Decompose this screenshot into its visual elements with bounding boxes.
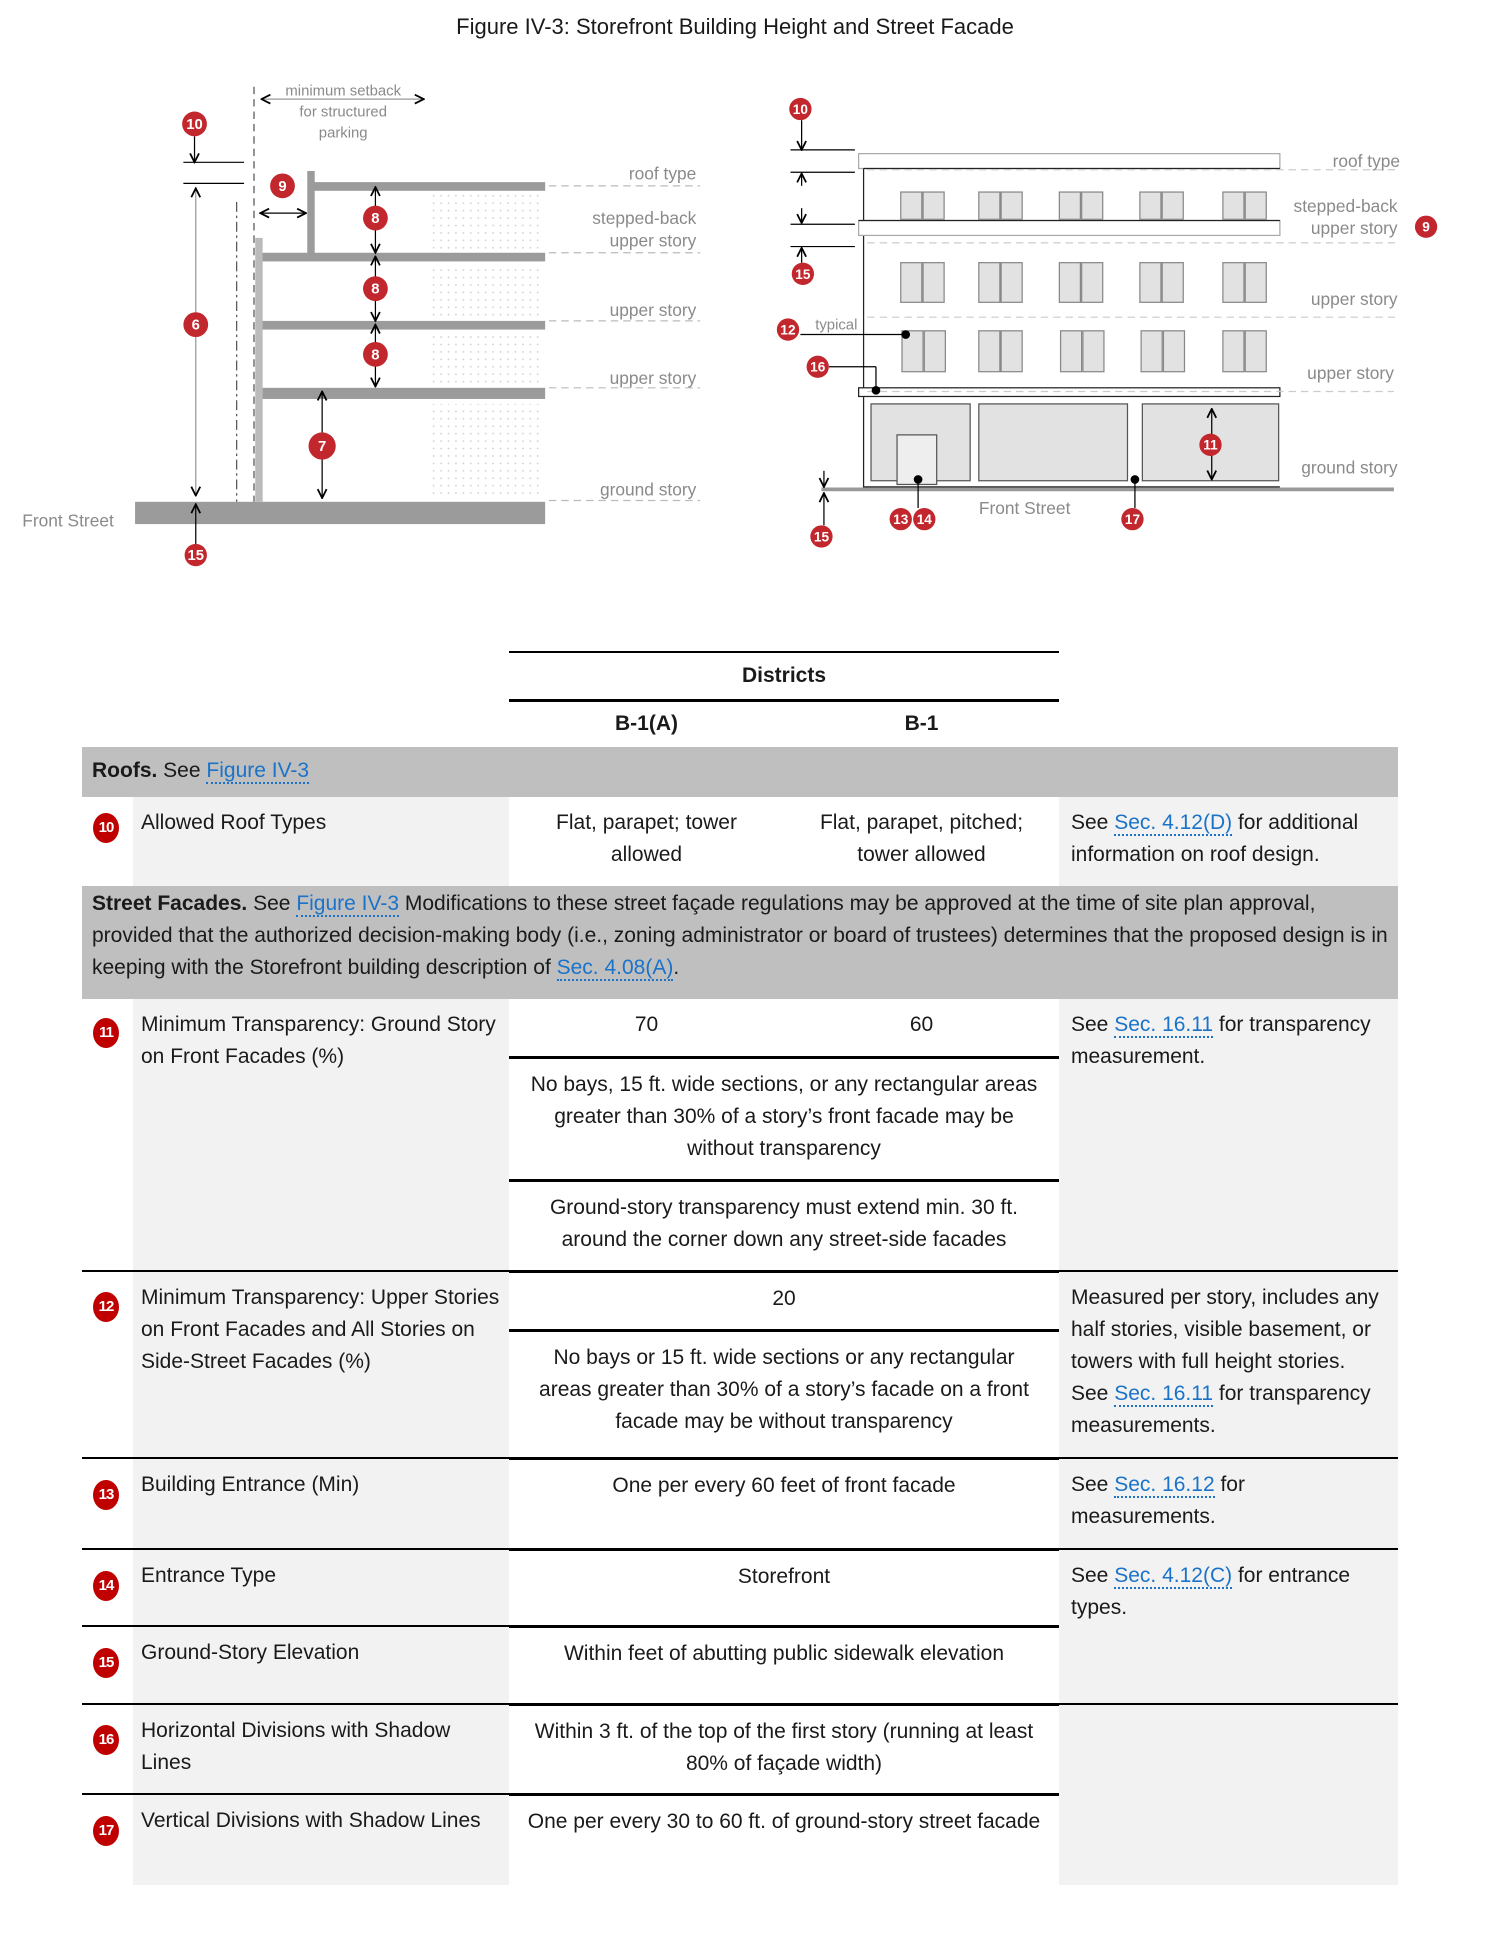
badge-16: 16 — [93, 1725, 119, 1755]
badge-10: 10 — [793, 102, 809, 117]
row-note: See Sec. 16.12 for measurements. — [1059, 1459, 1398, 1549]
row-note: See Sec. 4.12(C) for entrance types. — [1059, 1550, 1398, 1704]
badge-8: 8 — [371, 347, 379, 363]
figure-diagram: roof type stepped-back upper story upper… — [22, 83, 1438, 567]
column-b1: B-1 — [904, 712, 939, 735]
badge-16: 16 — [810, 360, 826, 375]
badge-15: 15 — [795, 267, 811, 282]
value-both: One per every 30 to 60 ft. of ground-sto… — [527, 1810, 1041, 1833]
value-b1: 60 — [909, 1013, 934, 1036]
badge-15: 15 — [814, 529, 830, 544]
section-link[interactable]: Sec. 4.12(D) — [1114, 811, 1233, 836]
row-note-empty — [1059, 1705, 1398, 1885]
badge-8: 8 — [371, 211, 379, 227]
svg-text:typical: typical — [815, 318, 857, 334]
svg-text:for structured: for structured — [299, 104, 387, 120]
svg-text:upper story: upper story — [610, 231, 697, 251]
svg-text:parking: parking — [319, 126, 368, 142]
elevation-diagram: roof type stepped-back upper story upper… — [776, 97, 1438, 548]
badge-15: 15 — [93, 1648, 119, 1678]
street-facades-section-header: Street Facades. See Figure IV-3 Modifica… — [82, 886, 1398, 999]
row-label: Allowed Roof Types — [133, 797, 509, 886]
value-both: 20 — [772, 1287, 796, 1310]
value-detail: No bays, 15 ft. wide sections, or any re… — [530, 1073, 1038, 1160]
badge-11: 11 — [93, 1018, 119, 1048]
ground-slab — [135, 501, 546, 525]
row-label: Entrance Type — [133, 1550, 509, 1626]
value-both: Within feet of abutting public sidewalk … — [563, 1642, 1005, 1665]
value-detail: Ground-story transparency must extend mi… — [549, 1196, 1019, 1251]
row-note: See Sec. 4.12(D) for additional informat… — [1059, 797, 1398, 886]
svg-text:upper story: upper story — [1311, 218, 1398, 238]
svg-text:ground story: ground story — [600, 480, 697, 500]
row-label: Ground-Story Elevation — [133, 1627, 509, 1704]
badge-17: 17 — [93, 1816, 119, 1846]
value-b1a: 70 — [634, 1013, 659, 1036]
figure-link[interactable]: Figure IV-3 — [296, 892, 400, 917]
badge-6: 6 — [192, 318, 200, 334]
badge-15: 15 — [187, 548, 204, 564]
section-link[interactable]: Sec. 16.11 — [1114, 1013, 1214, 1038]
row-label: Vertical Divisions with Shadow Lines — [133, 1795, 509, 1885]
section-title: Roofs. — [92, 759, 158, 782]
value-detail: No bays or 15 ft. wide sections or any r… — [539, 1346, 1029, 1433]
section-link[interactable]: Sec. 4.12(C) — [1114, 1564, 1233, 1589]
districts-header: Districts — [741, 664, 827, 687]
badge-12: 12 — [780, 323, 796, 338]
badge-10: 10 — [93, 813, 119, 843]
badge-9: 9 — [1422, 220, 1430, 235]
svg-text:upper story: upper story — [1307, 363, 1394, 383]
svg-text:stepped-back: stepped-back — [1294, 196, 1398, 216]
badge-17: 17 — [1125, 512, 1140, 527]
value-both: Within 3 ft. of the top of the first sto… — [534, 1720, 1034, 1775]
row-label: Minimum Transparency: Upper Stories on F… — [133, 1272, 509, 1458]
section-link[interactable]: Sec. 16.12 — [1114, 1473, 1215, 1498]
svg-text:upper story: upper story — [610, 368, 697, 388]
value-both: Storefront — [737, 1565, 831, 1588]
badge-8: 8 — [371, 282, 379, 298]
badge-10: 10 — [186, 117, 203, 133]
svg-text:Front Street: Front Street — [22, 511, 114, 531]
see-text: See — [163, 759, 201, 782]
row-label: Building Entrance (Min) — [133, 1459, 509, 1549]
svg-text:Front Street: Front Street — [979, 498, 1071, 518]
badge-11: 11 — [1203, 438, 1218, 453]
badge-12: 12 — [93, 1292, 119, 1322]
figure-title: Figure IV-3: Storefront Building Height … — [456, 14, 1014, 39]
row-note: See Sec. 16.11 for transparency measurem… — [1059, 999, 1398, 1271]
svg-text:stepped-back: stepped-back — [592, 208, 696, 228]
svg-text:roof type: roof type — [629, 164, 696, 184]
column-b1a: B-1(A) — [615, 712, 678, 735]
svg-text:ground story: ground story — [1301, 457, 1398, 477]
badge-14: 14 — [917, 512, 933, 527]
figure-link[interactable]: Figure IV-3 — [206, 759, 310, 784]
value-b1: Flat, parapet, pitched; tower allowed — [819, 811, 1024, 866]
svg-text:minimum setback: minimum setback — [285, 83, 401, 99]
value-both: One per every 60 feet of front facade — [612, 1474, 956, 1497]
badge-9: 9 — [278, 179, 286, 195]
section-link[interactable]: Sec. 16.11 — [1114, 1382, 1214, 1407]
svg-text:upper story: upper story — [1311, 289, 1398, 309]
section-link[interactable]: Sec. 4.08(A) — [556, 956, 674, 981]
row-note: Measured per story, includes any half st… — [1059, 1272, 1398, 1458]
section-title: Street Facades. — [92, 892, 248, 915]
badge-13: 13 — [93, 1480, 119, 1510]
svg-text:roof type: roof type — [1333, 151, 1400, 171]
svg-text:upper story: upper story — [610, 300, 697, 320]
roof-slab — [309, 182, 546, 191]
badge-13: 13 — [893, 512, 909, 527]
row-label: Minimum Transparency: Ground Story on Fr… — [133, 999, 509, 1271]
badge-7: 7 — [318, 439, 326, 455]
row-label: Horizontal Divisions with Shadow Lines — [133, 1705, 509, 1794]
badge-14: 14 — [93, 1571, 119, 1601]
value-b1a: Flat, parapet; tower allowed — [556, 811, 737, 866]
section-diagram: roof type stepped-back upper story upper… — [22, 83, 701, 567]
roofs-section-header: Roofs. See Figure IV-3 — [82, 747, 1398, 797]
